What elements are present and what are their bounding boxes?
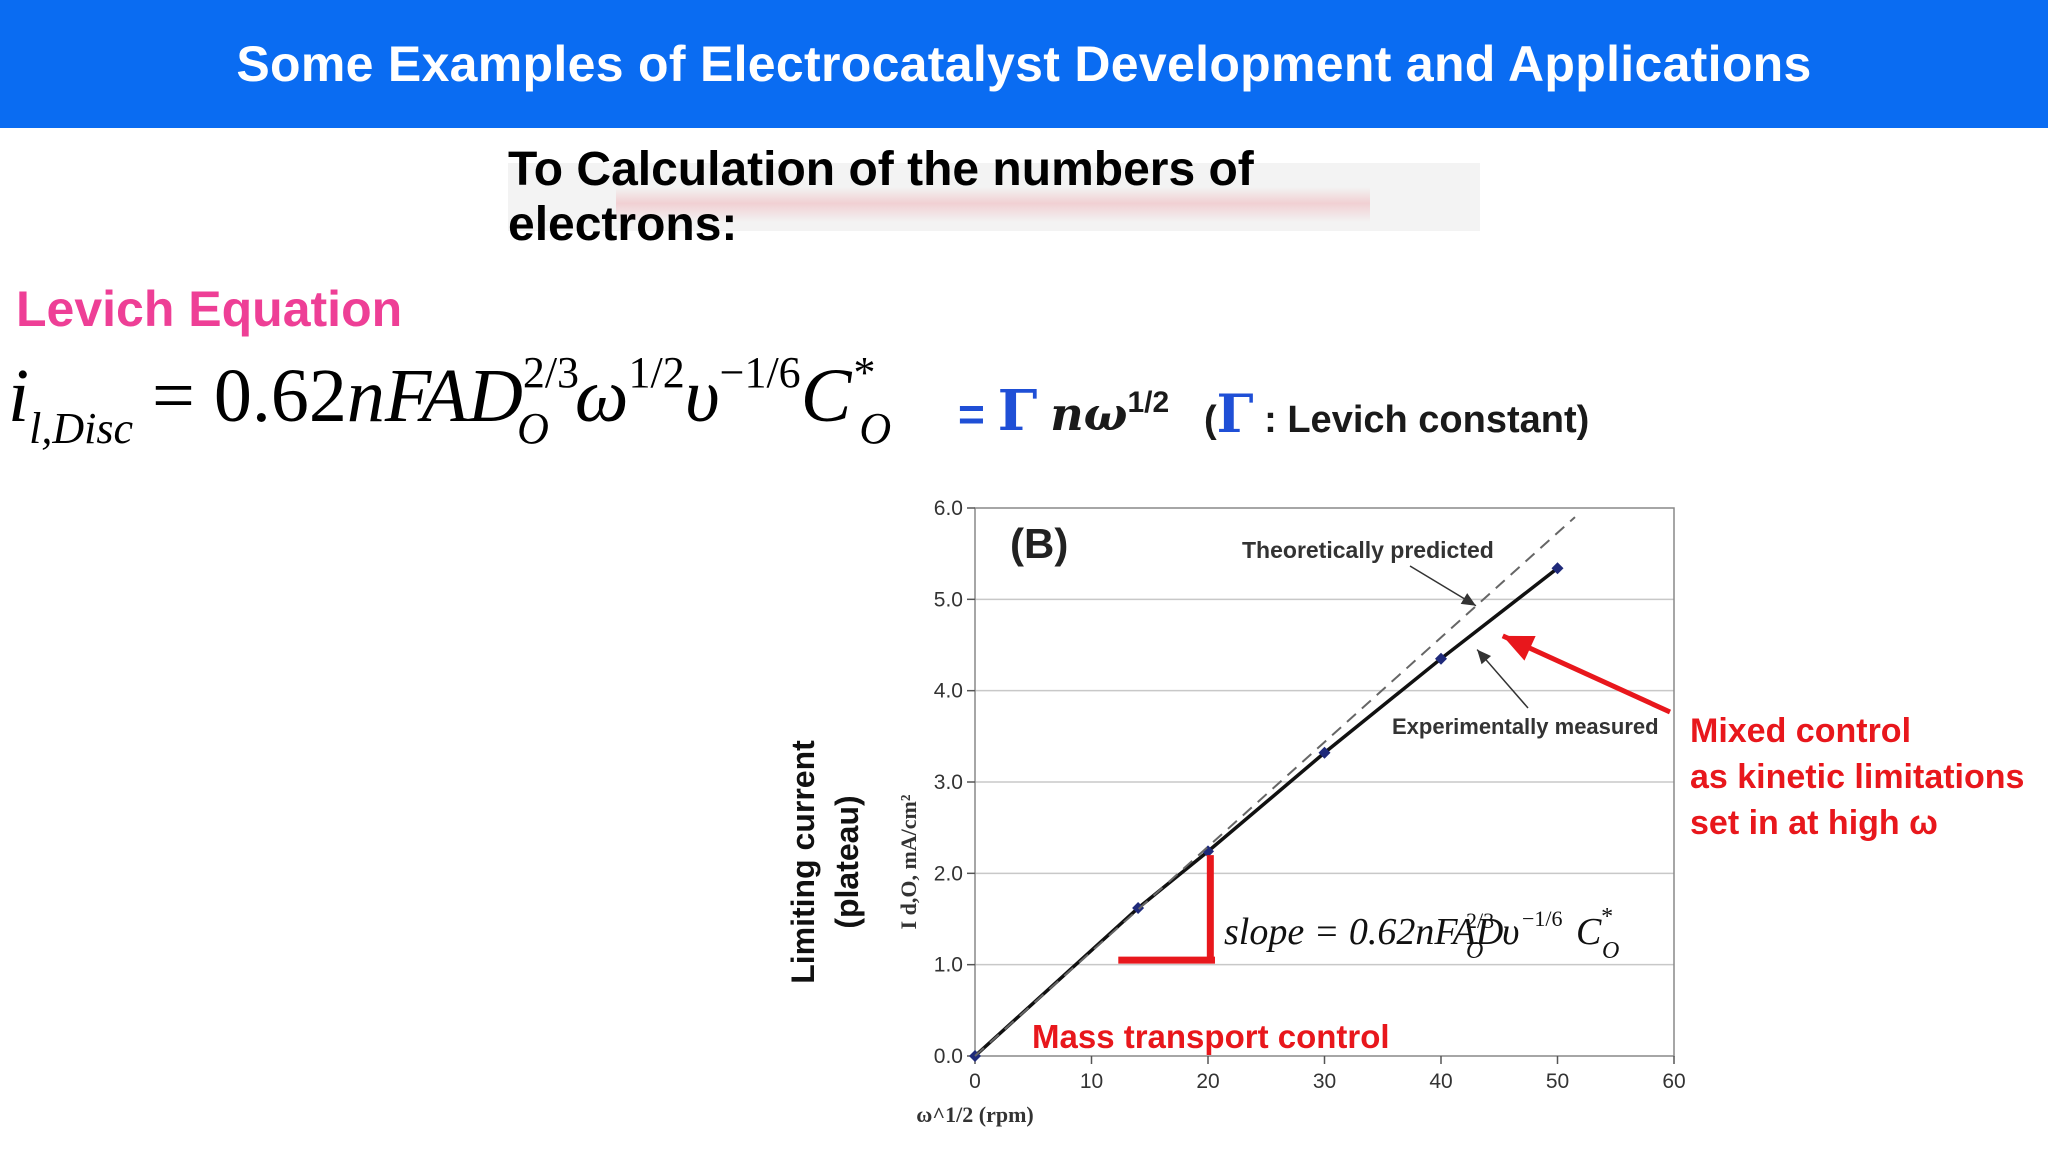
eq-nu-exp: −1/6 — [719, 348, 801, 397]
y-axis-label: I d,O, mA/cm² — [896, 794, 921, 929]
mass-transport-label: Mass transport control — [1032, 1018, 1390, 1055]
x-tick-label-6: 60 — [1662, 1070, 1685, 1093]
data-point-4 — [1435, 652, 1447, 665]
theoretical-label: Theoretically predicted — [1242, 537, 1494, 563]
experimental-arrowhead — [1477, 649, 1492, 665]
section-heading: Levich Equation — [16, 281, 403, 337]
eq-d-sub: O — [517, 404, 549, 453]
gamma-n-omega: nω — [1050, 387, 1128, 441]
chart-grid — [975, 598, 1674, 966]
highlight-mark — [616, 171, 1370, 225]
mixed-control-arrow — [1501, 633, 1672, 715]
slope-nu-exp: −1/6 — [1522, 906, 1563, 931]
x-tick-label-2: 20 — [1196, 1070, 1219, 1093]
annotation-group: (B) Theoretically predicted Experimental… — [785, 520, 1672, 1127]
eq-nu: υ — [684, 354, 720, 438]
x-ticks: 0 10 20 30 40 50 60 — [969, 1056, 1686, 1093]
eq-conc-sub: O — [859, 404, 892, 453]
slide-header: Some Examples of Electrocatalyst Develop… — [0, 0, 2048, 128]
eq-conc: C — [800, 354, 852, 438]
series-line-theoretical — [974, 516, 1576, 1057]
y-tick-label-2: 2.0 — [934, 862, 963, 885]
gamma-power: 1/2 — [1127, 386, 1170, 419]
eq-conc-exp: * — [851, 348, 874, 397]
y-tick-label-1: 1.0 — [934, 954, 963, 977]
subtitle-box: To Calculation of the numbers of electro… — [508, 143, 1480, 251]
experimental-label: Experimentally measured — [1392, 714, 1659, 739]
y-tick-label-4: 4.0 — [934, 680, 963, 703]
levich-equation: il,Disc = 0.62nFAD2/3 O ω1/2υ−1/6C* O — [8, 351, 891, 451]
x-tick-label-1: 10 — [1080, 1070, 1103, 1093]
slope-text: slope = 0.62nFAD — [1224, 911, 1503, 953]
slope-d-exp: 2/3 — [1466, 908, 1494, 933]
eq-nfad: nFAD — [346, 354, 523, 438]
eq-current-sub: l,Disc — [29, 404, 134, 453]
slope-nu: υ — [1502, 911, 1519, 953]
y-tick-label-5: 5.0 — [934, 588, 963, 611]
subtitle: To Calculation of the numbers of electro… — [508, 143, 1254, 251]
x-tick-label-4: 40 — [1429, 1070, 1452, 1093]
gamma-symbol: Γ — [997, 378, 1038, 444]
mixed-control-label: Mixed control as kinetic limitations set… — [1690, 708, 2024, 846]
data-point-3 — [1318, 746, 1331, 759]
levich-constant-note: (Γ : Levich constant) — [1204, 384, 1589, 445]
note-text: : Levich constant) — [1253, 399, 1590, 441]
slope-formula: slope = 0.62nFAD 2/3 O υ −1/6 C * O — [1224, 904, 1619, 964]
x-tick-label-3: 30 — [1313, 1070, 1336, 1093]
data-point-5 — [1551, 562, 1564, 575]
theoretical-arrowhead — [1460, 593, 1476, 606]
slope-c-sub: O — [1602, 938, 1619, 964]
y-ticks: 0.0 1.0 2.0 3.0 4.0 5.0 6.0 — [934, 497, 975, 1068]
slope-d-sub: O — [1466, 938, 1483, 964]
mixed-control-line3: set in at high ω — [1690, 804, 1938, 842]
note-open: ( — [1204, 399, 1217, 441]
eq-omega-exp: 1/2 — [628, 348, 685, 397]
mixed-control-line1: Mixed control — [1690, 712, 1912, 750]
levich-plot: 0.0 1.0 2.0 3.0 4.0 5.0 6.0 0 10 20 30 40 50 60 (B) … — [770, 488, 1710, 1152]
mixed-control-arrowhead — [1502, 635, 1536, 661]
series-group — [969, 516, 1576, 1062]
slide-title: Some Examples of Electrocatalyst Develop… — [236, 36, 1812, 92]
series-line-experimental — [973, 566, 1559, 1058]
chart-bg-top — [973, 508, 1445, 556]
gamma-equals: = — [958, 388, 985, 440]
x-axis-label: ω^1/2 (rpm) — [916, 1102, 1033, 1127]
x-tick-label-5: 50 — [1546, 1070, 1569, 1093]
x-tick-label-0: 0 — [969, 1070, 981, 1093]
outer-ylabel-line1: Limiting current — [785, 740, 821, 984]
y-tick-label-6: 6.0 — [934, 497, 963, 520]
y-tick-label-0: 0.0 — [934, 1045, 963, 1068]
slope-c: C — [1576, 911, 1602, 953]
eq-d-exp: 2/3 — [522, 348, 580, 397]
mixed-control-line2: as kinetic limitations — [1690, 758, 2025, 796]
eq-coefficient: 0.62 — [213, 354, 347, 438]
y-tick-label-3: 3.0 — [934, 771, 963, 794]
eq-equals: = — [152, 354, 195, 438]
panel-label: (B) — [1010, 520, 1068, 567]
chart-svg: 0.0 1.0 2.0 3.0 4.0 5.0 6.0 0 10 20 30 40 50 60 (B) … — [785, 497, 1686, 1127]
eq-omega: ω — [574, 354, 629, 438]
note-gamma-symbol: Γ — [1216, 384, 1254, 445]
outer-ylabel-line2: (plateau) — [829, 795, 865, 928]
data-point-1 — [1132, 902, 1145, 915]
gamma-expression: = Γ nω1/2 — [958, 378, 1169, 444]
eq-current: i — [8, 354, 30, 438]
slope-c-exp: * — [1600, 904, 1612, 930]
